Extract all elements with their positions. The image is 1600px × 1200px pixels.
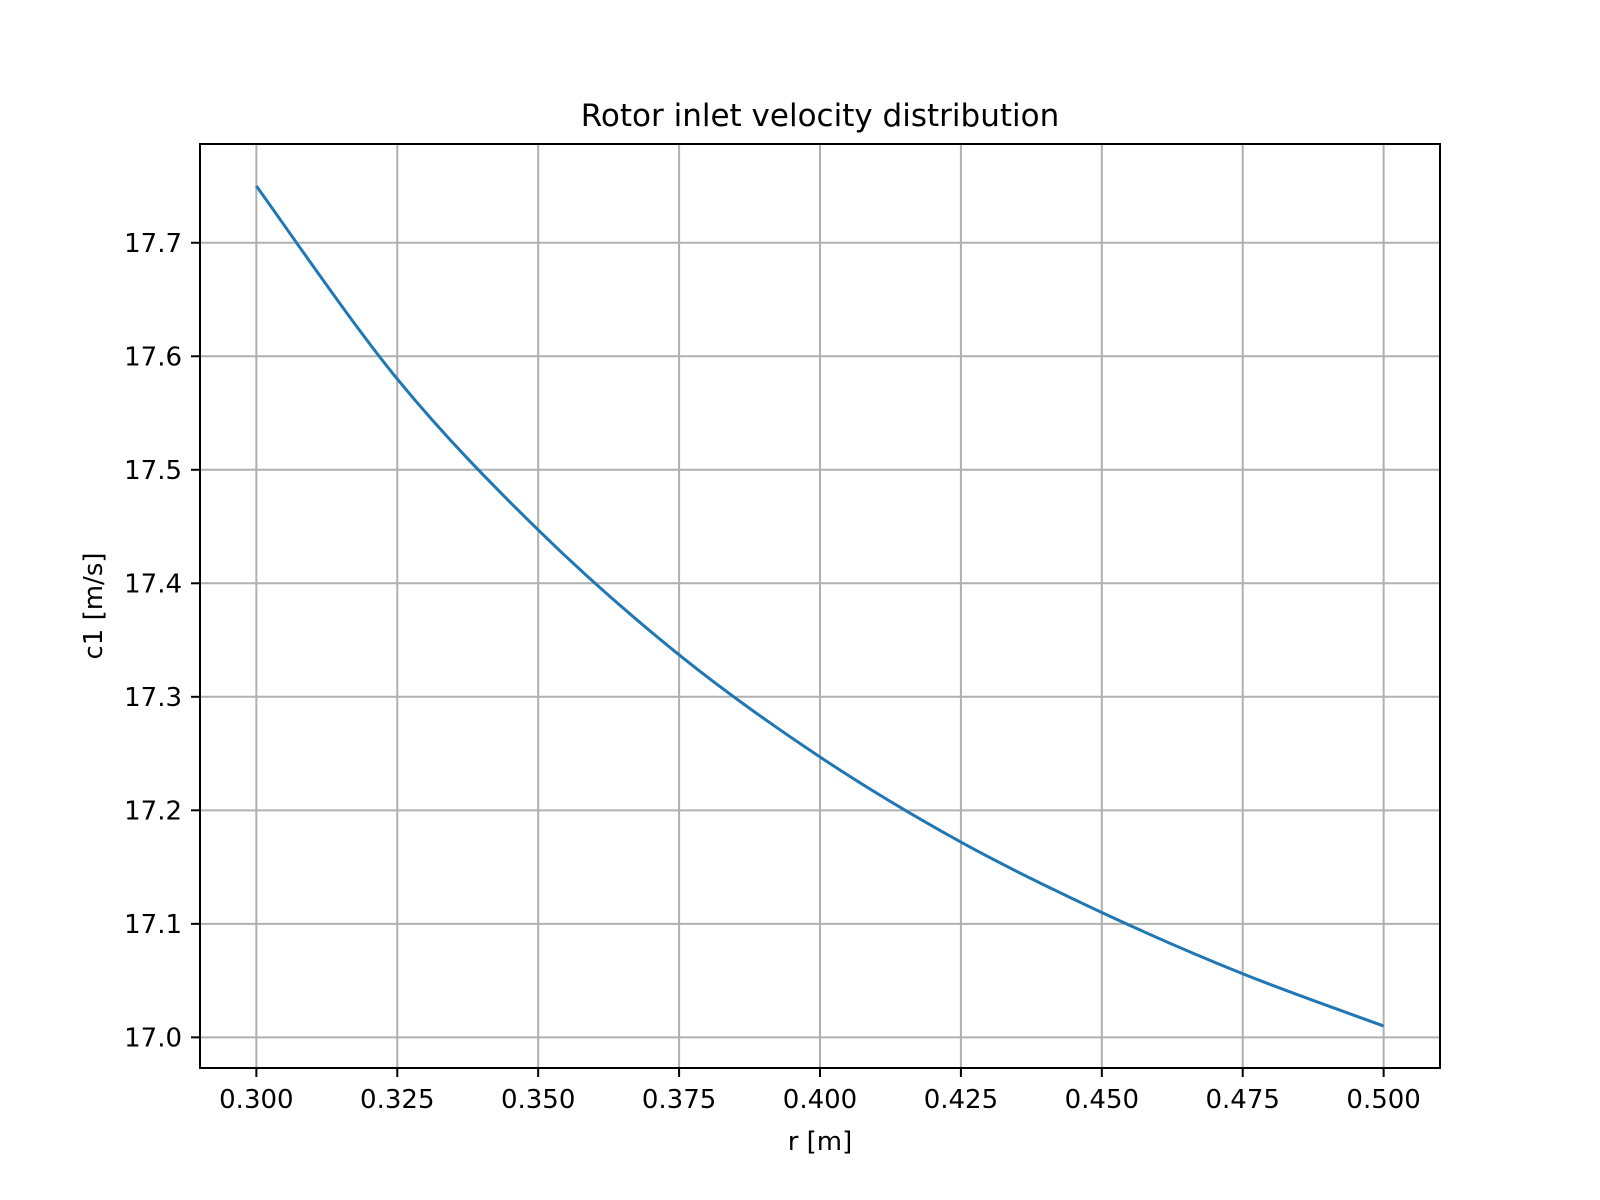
- x-tick-label: 0.425: [924, 1085, 998, 1115]
- x-tick-label: 0.500: [1346, 1085, 1420, 1115]
- y-axis-label: c1 [m/s]: [79, 552, 109, 659]
- x-tick-label: 0.325: [360, 1085, 434, 1115]
- x-tick-label: 0.475: [1206, 1085, 1280, 1115]
- x-tick-label: 0.350: [501, 1085, 575, 1115]
- y-tick-label: 17.4: [124, 569, 182, 599]
- y-tick-label: 17.3: [124, 683, 182, 713]
- x-axis-label: r [m]: [788, 1127, 853, 1157]
- chart-title: Rotor inlet velocity distribution: [581, 98, 1059, 134]
- grid: [200, 144, 1440, 1068]
- y-tick-label: 17.5: [124, 456, 182, 486]
- x-tick-label: 0.400: [783, 1085, 857, 1115]
- series-layer: [255, 185, 1385, 1028]
- axis-ticks: 0.300 0.325 0.350 0.375 0.400 0.425 0.450 0.475…: [124, 229, 1421, 1115]
- x-tick-label: 0.450: [1065, 1085, 1139, 1115]
- y-tick-label: 17.2: [124, 796, 182, 826]
- x-tick-label: 0.375: [642, 1085, 716, 1115]
- x-tick-label: 0.300: [219, 1085, 293, 1115]
- y-tick-label: 17.1: [124, 910, 182, 940]
- y-tick-label: 17.0: [124, 1023, 182, 1053]
- y-tick-label: 17.6: [124, 342, 182, 372]
- y-tick-label: 17.7: [124, 229, 182, 259]
- series-line: [255, 185, 1385, 1028]
